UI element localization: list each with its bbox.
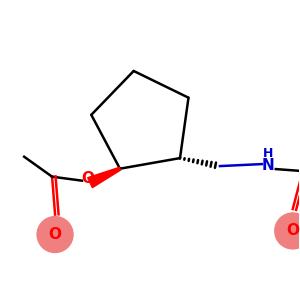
- Text: O: O: [286, 224, 299, 238]
- Text: N: N: [261, 158, 274, 172]
- Circle shape: [275, 213, 300, 249]
- Polygon shape: [88, 167, 121, 188]
- Text: O: O: [49, 227, 62, 242]
- Text: H: H: [262, 147, 273, 160]
- Circle shape: [37, 217, 73, 253]
- Text: O: O: [82, 171, 94, 186]
